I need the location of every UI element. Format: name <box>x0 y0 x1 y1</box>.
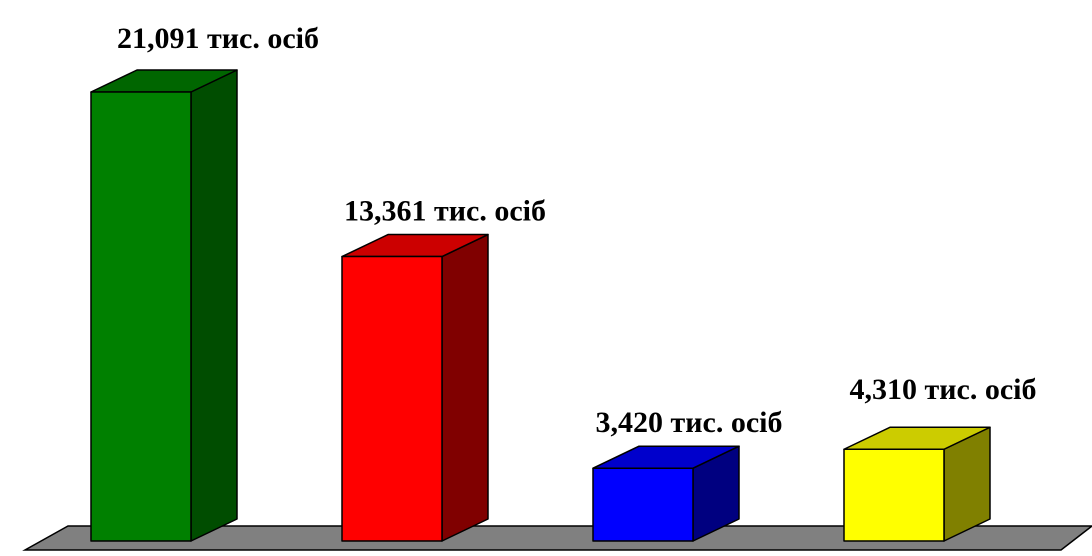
data-label-4: 4,310 тис. осіб <box>850 373 1037 406</box>
bar-1-front <box>90 91 192 542</box>
data-label-3: 3,420 тис. осіб <box>596 406 783 439</box>
bar-4 <box>843 426 991 542</box>
bar-2 <box>341 233 489 542</box>
chart-floor <box>22 525 1092 551</box>
bar-3-front <box>592 467 694 542</box>
bar-3 <box>592 445 740 542</box>
bar-2-side <box>441 233 489 542</box>
data-label-1: 21,091 тис. осіб <box>117 22 319 55</box>
bar-2-front <box>341 255 443 542</box>
bar-1 <box>90 69 238 542</box>
bar-4-front <box>843 448 945 542</box>
bar-1-side <box>190 69 238 542</box>
data-label-2: 13,361 тис. осіб <box>344 195 546 228</box>
